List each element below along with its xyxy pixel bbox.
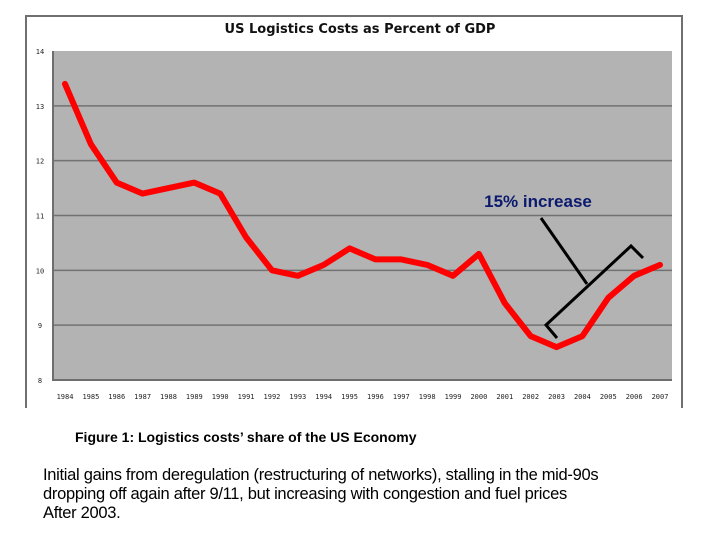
x-tick-label: 1992 xyxy=(264,393,281,401)
x-tick-label: 1988 xyxy=(160,393,177,401)
x-tick-label: 1994 xyxy=(315,393,332,401)
x-tick-label: 1984 xyxy=(57,393,74,401)
x-tick-label: 1999 xyxy=(445,393,462,401)
description-line: Initial gains from deregulation (restruc… xyxy=(43,466,599,484)
description-line: After 2003. xyxy=(43,504,121,522)
y-tick-labels: 14 13 12 11 10 9 8 xyxy=(36,48,44,385)
data-series-line xyxy=(62,80,663,351)
x-tick-label: 2007 xyxy=(652,393,669,401)
description-line: dropping off again after 9/11, but incre… xyxy=(43,485,567,503)
x-tick-label: 1990 xyxy=(212,393,229,401)
y-tick-label: 11 xyxy=(36,213,44,221)
x-tick-label: 1996 xyxy=(367,393,384,401)
y-tick-label: 12 xyxy=(36,158,44,166)
x-tick-label: 1991 xyxy=(238,393,255,401)
chart-title: US Logistics Costs as Percent of GDP xyxy=(224,22,496,37)
x-tick-label: 1998 xyxy=(419,393,436,401)
y-tick-label: 14 xyxy=(36,48,44,56)
chart-frame xyxy=(25,15,683,408)
x-tick-label: 1987 xyxy=(134,393,151,401)
x-tick-label: 2005 xyxy=(600,393,617,401)
x-tick-label: 1993 xyxy=(289,393,306,401)
description-paragraph: Initial gains from deregulation (restruc… xyxy=(43,466,713,523)
x-tick-labels: 1984 1985 1986 1987 1988 1989 1990 1991 1992 1993… xyxy=(57,393,669,401)
figure-caption: Figure 1: Logistics costs’ share of the … xyxy=(75,429,417,445)
x-tick-label: 2002 xyxy=(522,393,539,401)
x-tick-label: 2001 xyxy=(496,393,513,401)
y-tick-label: 13 xyxy=(36,103,44,111)
y-tick-label: 10 xyxy=(36,267,44,275)
x-tick-label: 1986 xyxy=(108,393,125,401)
x-tick-label: 1997 xyxy=(393,393,410,401)
x-tick-label: 2006 xyxy=(626,393,643,401)
x-tick-label: 2004 xyxy=(574,393,591,401)
annotation-label: 15% increase xyxy=(484,192,592,211)
annotation-bracket xyxy=(539,217,645,339)
x-tick-label: 1985 xyxy=(82,393,99,401)
y-tick-label: 9 xyxy=(38,322,42,330)
x-tick-label: 1989 xyxy=(186,393,203,401)
x-tick-label: 2003 xyxy=(548,393,565,401)
x-tick-label: 1995 xyxy=(341,393,358,401)
gridlines xyxy=(53,105,672,326)
line-chart: 14 13 12 11 10 9 8 1984 1985 1986 1987 1988 1989 199… xyxy=(36,48,672,401)
y-tick-label: 8 xyxy=(38,377,42,385)
x-tick-label: 2000 xyxy=(470,393,487,401)
